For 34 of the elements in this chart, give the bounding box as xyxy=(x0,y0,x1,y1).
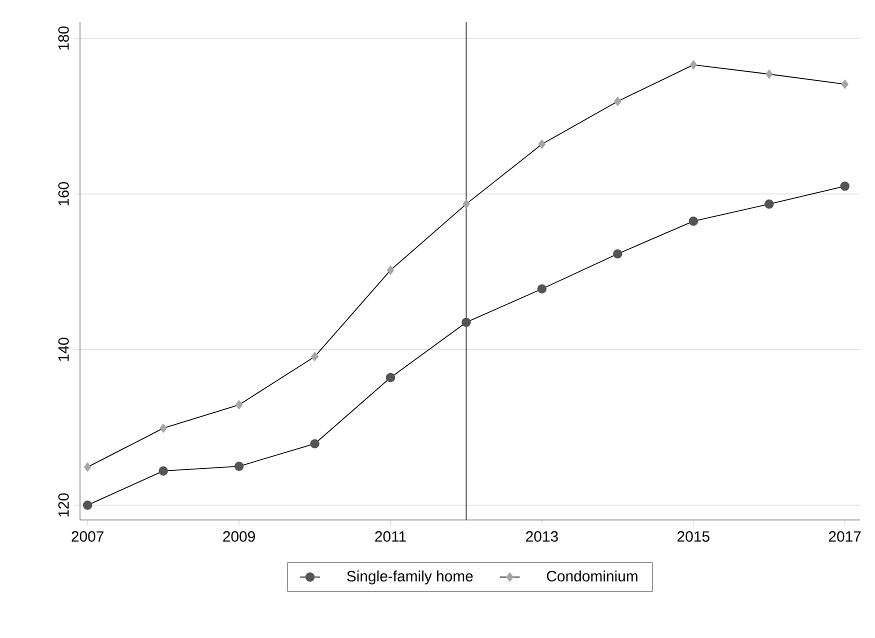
x-tick-label: 2015 xyxy=(678,531,710,542)
legend-label: Single-family home xyxy=(347,570,473,584)
point xyxy=(386,266,394,275)
point xyxy=(537,284,547,294)
y-tick-label: 140 xyxy=(58,338,69,361)
legend-label: Condominium xyxy=(546,570,638,582)
x-tick-label: 2013 xyxy=(526,531,558,542)
point xyxy=(462,199,470,209)
point xyxy=(840,182,850,191)
point xyxy=(311,352,318,362)
point xyxy=(310,439,320,448)
point xyxy=(766,69,773,79)
point xyxy=(764,199,774,209)
point xyxy=(462,318,471,327)
y-tick-label: 120 xyxy=(58,493,69,517)
point xyxy=(386,372,396,382)
point xyxy=(614,96,622,106)
point xyxy=(538,140,546,149)
point xyxy=(841,80,848,89)
point xyxy=(160,424,167,433)
x-tick-label: 2009 xyxy=(223,531,255,542)
point xyxy=(613,249,622,259)
point xyxy=(158,466,168,476)
point xyxy=(234,462,244,471)
point xyxy=(84,462,92,472)
x-tick-label: 2007 xyxy=(72,531,104,542)
point xyxy=(688,216,698,226)
x-tick-label: 2017 xyxy=(828,531,861,542)
point xyxy=(690,60,698,70)
point xyxy=(235,400,243,410)
y-tick-label: 180 xyxy=(58,26,69,50)
x-tick-label: 2011 xyxy=(375,531,406,542)
point xyxy=(82,500,92,510)
y-tick-label: 160 xyxy=(58,182,69,206)
